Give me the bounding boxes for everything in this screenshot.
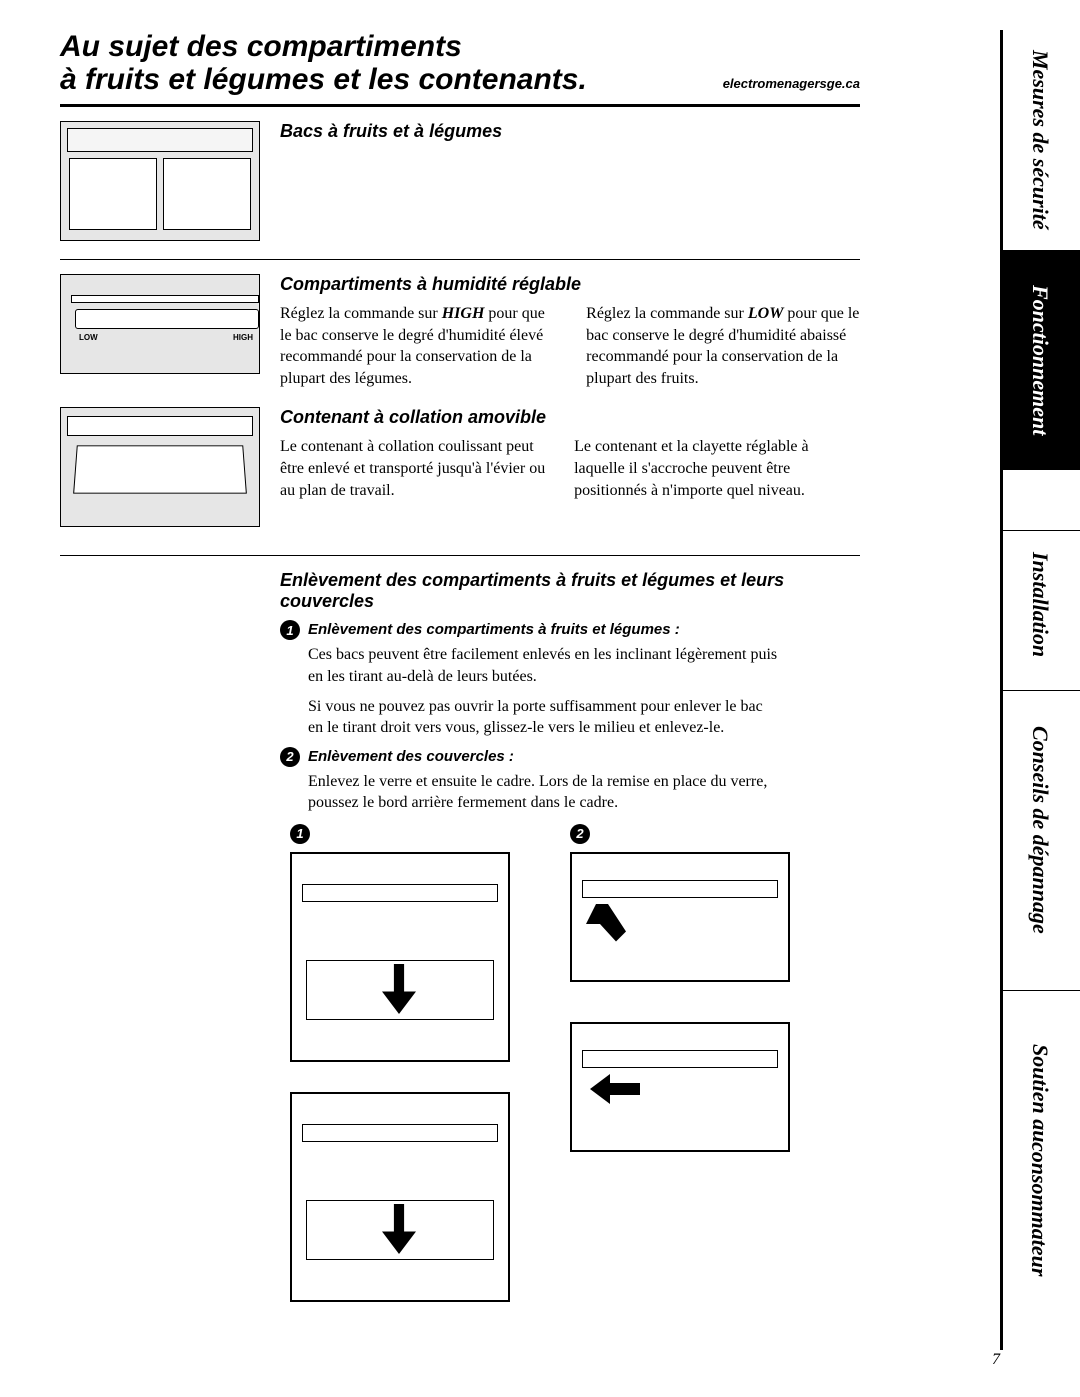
step-number-1: 1 [280, 620, 300, 640]
divider [60, 555, 860, 556]
step-1-p2: Si vous ne pouvez pas ouvrir la porte su… [308, 696, 778, 739]
section-humidite: LOW HIGH Compartiments à humidité réglab… [60, 274, 860, 389]
diagram-1-num: 1 [290, 824, 310, 844]
heading-humidite: Compartiments à humidité réglable [280, 274, 860, 295]
tab-securite[interactable]: Mesures de sécurité [1000, 30, 1080, 250]
side-tabs: Mesures de sécurité Fonctionnement Insta… [1000, 30, 1080, 1350]
tab-fonctionnement[interactable]: Fonctionnement [1000, 250, 1080, 470]
diagram-2: 2 [570, 824, 810, 1302]
section-bacs: Bacs à fruits et à légumes [60, 121, 860, 241]
step-2: 2 Enlèvement des couvercles : [280, 747, 860, 767]
tab-divider [1000, 990, 1080, 991]
step-1-p1: Ces bacs peuvent être facilement enlevés… [308, 644, 778, 687]
page-number: 7 [992, 1351, 1000, 1369]
diagram-1: 1 [290, 824, 530, 1302]
page-title-block: Au sujet des compartiments à fruits et l… [60, 30, 860, 96]
diagram-row: 1 2 [290, 824, 860, 1302]
heading-bacs: Bacs à fruits et à légumes [280, 121, 860, 142]
divider [60, 259, 860, 260]
header-url: electromenagersge.ca [723, 76, 860, 91]
title-line1: Au sujet des compartiments [60, 30, 462, 63]
tab-soutien-line1: Soutien au [1027, 1044, 1053, 1142]
tab-divider [1000, 530, 1080, 531]
illustration-bacs [60, 121, 260, 241]
illustration-collation [60, 407, 260, 527]
step-2-label: Enlèvement des couvercles : [308, 747, 514, 767]
tab-soutien-line2: consommateur [1026, 1142, 1052, 1276]
step-1: 1 Enlèvement des compartiments à fruits … [280, 620, 860, 640]
collation-text-right: Le contenant et la clayette réglable à l… [574, 436, 860, 501]
step-2-p1: Enlevez le verre et ensuite le cadre. Lo… [308, 771, 778, 814]
step-1-label: Enlèvement des compartiments à fruits et… [308, 620, 680, 640]
humidite-text-high: Réglez la commande sur HIGH pour que le … [280, 303, 558, 389]
diagram-2-num: 2 [570, 824, 590, 844]
heading-enlevement: Enlèvement des compartiments à fruits et… [280, 570, 860, 612]
section-enlevement: Enlèvement des compartiments à fruits et… [60, 570, 860, 1302]
heading-collation: Contenant à collation amovible [280, 407, 860, 428]
tab-divider [1000, 690, 1080, 691]
tab-installation[interactable]: Installation [1000, 540, 1080, 670]
section-collation: Contenant à collation amovible Le conten… [60, 407, 860, 527]
title-line2: à fruits et légumes et les contenants. [60, 63, 587, 96]
humidite-text-low: Réglez la commande sur LOW pour que le b… [586, 303, 860, 389]
tab-soutien[interactable]: Soutien au consommateur [1000, 1000, 1080, 1320]
collation-text-left: Le contenant à collation coulissant peut… [280, 436, 546, 501]
divider [60, 104, 860, 107]
tab-depannage[interactable]: Conseils de dépannage [1000, 700, 1080, 960]
illustration-humidite: LOW HIGH [60, 274, 260, 389]
step-number-2: 2 [280, 747, 300, 767]
